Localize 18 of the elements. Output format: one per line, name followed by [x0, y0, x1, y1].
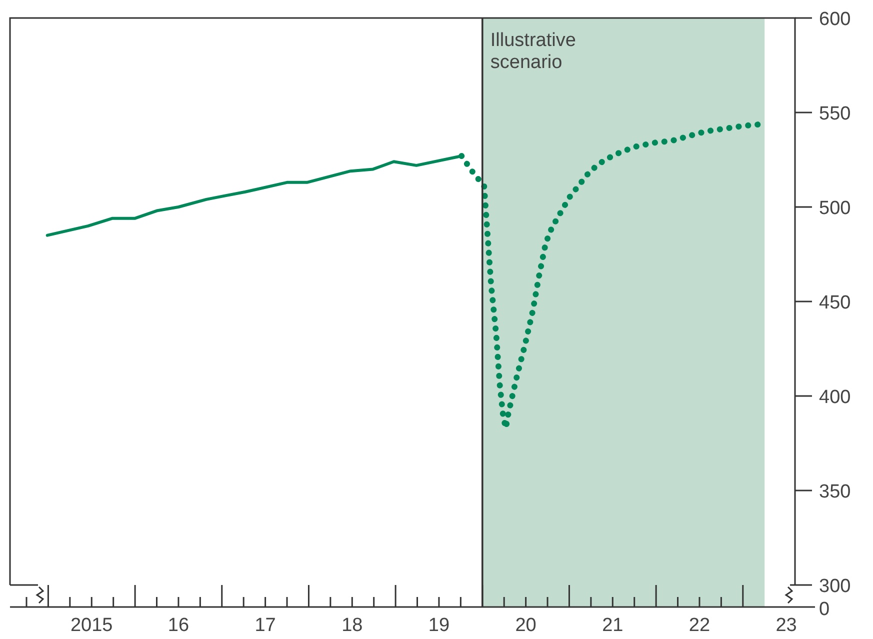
x-tick-label: 19: [428, 615, 450, 636]
x-tick-label: 18: [342, 615, 363, 636]
x-tick-label: 2015: [70, 615, 113, 636]
y-tick-label: 300: [819, 576, 851, 597]
band-label: Illustrative scenario: [490, 30, 576, 73]
text: 0: [819, 599, 830, 620]
y-tick-label: 500: [819, 198, 851, 219]
x-tick-label: 16: [168, 615, 190, 636]
x-tick-label: 20: [515, 615, 536, 636]
y-tick-label: 550: [819, 104, 851, 124]
y-tick-label: 600: [819, 9, 851, 30]
y-tick-label: 400: [819, 387, 851, 408]
x-tick-label: 23: [776, 615, 797, 636]
y-tick-label: 350: [819, 482, 851, 502]
x-tick-label: 22: [688, 615, 710, 636]
x-tick-label: 17: [254, 615, 276, 636]
x-tick-label: 21: [602, 615, 624, 636]
y-tick-label: 450: [819, 292, 851, 314]
